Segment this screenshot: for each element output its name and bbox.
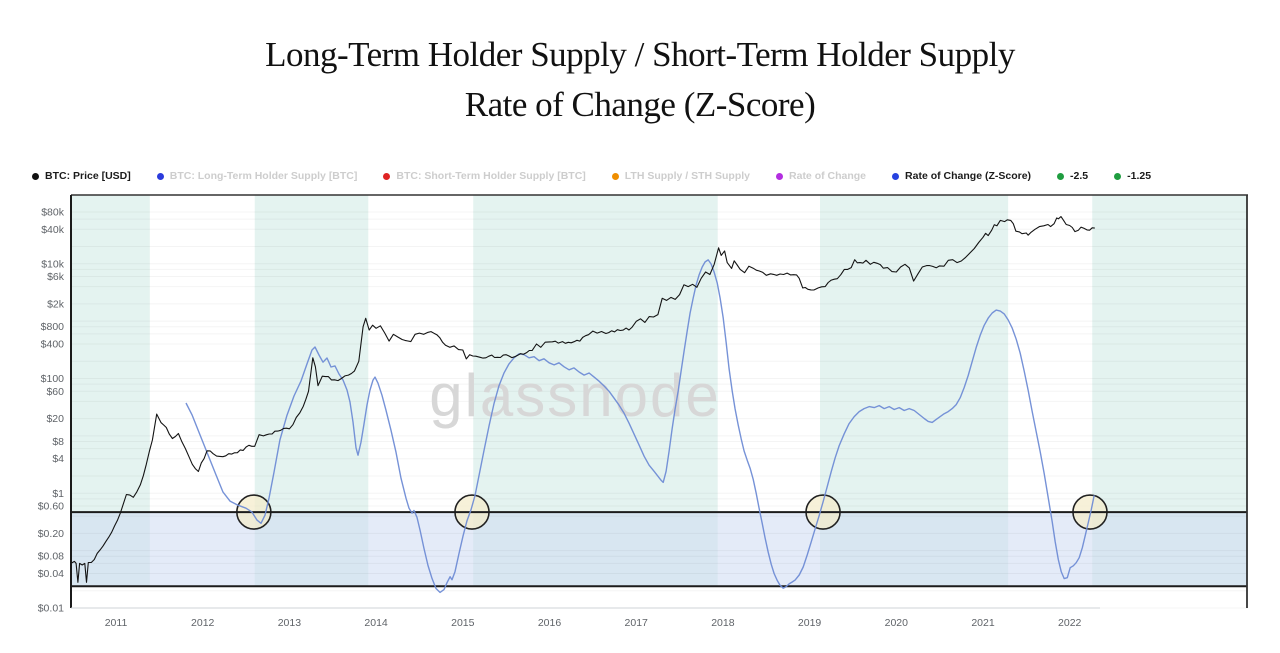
legend-item[interactable]: Rate of Change (Z-Score) — [892, 170, 1031, 182]
legend-item-label: -1.25 — [1127, 170, 1152, 182]
legend-item[interactable]: -1.25 — [1114, 170, 1151, 182]
y-tick-label: $400 — [41, 339, 65, 351]
y-tick-label: $80k — [41, 207, 65, 219]
legend-dot-icon — [156, 172, 164, 180]
y-tick-label: $2k — [47, 298, 65, 310]
y-tick-label: $0.20 — [38, 528, 64, 540]
watermark-text: glassnode — [429, 362, 721, 429]
legend-item[interactable]: BTC: Short-Term Holder Supply [BTC] — [383, 170, 586, 182]
legend-dot-icon — [32, 172, 39, 180]
legend-dot-icon — [1114, 172, 1122, 180]
legend-item-label: BTC: Long-Term Holder Supply [BTC] — [169, 170, 358, 182]
y-tick-label: $6k — [47, 271, 65, 283]
x-tick-label: 2012 — [191, 617, 215, 629]
y-tick-label: $0.01 — [38, 603, 64, 615]
legend-dot-icon — [1057, 172, 1065, 180]
y-tick-label: $4 — [52, 453, 64, 465]
legend-item[interactable]: -2.5 — [1057, 170, 1088, 182]
legend-item-label: BTC: Price [USD] — [45, 170, 131, 182]
legend-item-label: BTC: Short-Term Holder Supply [BTC] — [396, 170, 586, 182]
legend-dot-icon — [776, 172, 784, 180]
legend-item[interactable]: Rate of Change — [776, 170, 866, 182]
y-tick-label: $0.60 — [38, 500, 64, 512]
chart-title-line2: Rate of Change (Z-Score) — [464, 85, 816, 124]
x-tick-label: 2018 — [711, 617, 735, 629]
y-tick-label: $100 — [41, 373, 65, 385]
legend-item-label: Rate of Change — [789, 170, 867, 182]
legend-dot-icon — [611, 172, 619, 180]
legend-item[interactable]: LTH Supply / STH Supply — [611, 170, 751, 182]
legend-item[interactable]: BTC: Long-Term Holder Supply [BTC] — [156, 170, 358, 182]
y-tick-label: $0.04 — [38, 568, 64, 580]
legend-dot-icon — [383, 172, 391, 180]
x-tick-label: 2020 — [885, 617, 909, 629]
y-tick-label: $60 — [46, 386, 64, 398]
legend-item-label: Rate of Change (Z-Score) — [905, 170, 1032, 182]
y-tick-label: $10k — [41, 258, 65, 270]
btc-price-line — [70, 216, 1095, 583]
x-tick-label: 2011 — [105, 617, 128, 629]
x-tick-label: 2017 — [625, 617, 649, 629]
y-tick-label: $8 — [52, 436, 64, 448]
x-tick-label: 2014 — [364, 617, 388, 629]
legend-item-label: -2.5 — [1070, 170, 1089, 182]
y-tick-label: $40k — [41, 224, 65, 236]
y-tick-label: $800 — [41, 321, 65, 333]
chart-title: Long-Term Holder Supply / Short-Term Hol… — [0, 30, 1280, 130]
y-tick-label: $1 — [52, 488, 64, 500]
legend-item[interactable]: BTC: Price [USD] — [32, 170, 131, 182]
legend-dot-icon — [892, 172, 900, 180]
x-tick-label: 2021 — [971, 617, 995, 629]
x-tick-label: 2015 — [451, 617, 475, 629]
y-tick-label: $0.08 — [38, 551, 64, 563]
x-tick-label: 2022 — [1058, 617, 1082, 629]
zscore-line — [185, 259, 1095, 594]
zscore-zone-strip — [71, 512, 1248, 587]
x-tick-label: 2013 — [278, 617, 302, 629]
chart-title-line1: Long-Term Holder Supply / Short-Term Hol… — [265, 35, 1015, 74]
x-tick-label: 2016 — [538, 617, 562, 629]
legend-item-label: LTH Supply / STH Supply — [624, 170, 751, 182]
x-tick-label: 2019 — [798, 617, 822, 629]
chart-legend: BTC: Price [USD] BTC: Long-Term Holder Su… — [32, 170, 1151, 182]
y-tick-label: $20 — [46, 413, 64, 425]
